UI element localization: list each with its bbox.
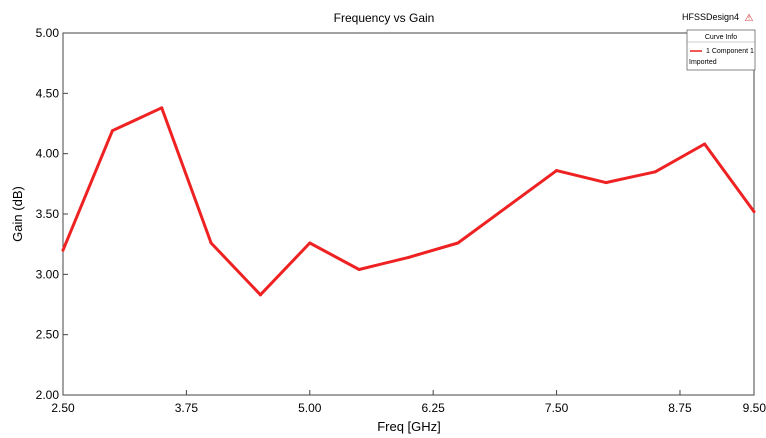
legend-header: Curve Info xyxy=(705,34,737,41)
series-layer xyxy=(61,106,756,297)
plot-area xyxy=(62,32,755,396)
data-point xyxy=(160,106,164,110)
data-point xyxy=(703,142,707,146)
legend[interactable]: Curve Info 1 Component 1 Imported xyxy=(686,29,756,71)
data-point xyxy=(752,210,756,214)
x-tick-label: 9.50 xyxy=(743,401,766,415)
data-point xyxy=(407,255,410,259)
data-point xyxy=(604,181,608,185)
y-tick-label: 3.50 xyxy=(36,207,60,221)
y-axis-title: Gain (dB) xyxy=(10,186,25,242)
hfss-logo-icon: ⚠ xyxy=(745,13,754,24)
y-tick-label: 4.00 xyxy=(36,147,60,161)
x-tick-label: 7.50 xyxy=(545,401,569,415)
chart-title: Frequency vs Gain xyxy=(334,11,435,25)
x-axis-ticks: 2.50 3.75 5.00 6.25 7.50 8.75 9.50 xyxy=(51,390,766,415)
data-point xyxy=(555,169,559,173)
y-tick-label: 4.50 xyxy=(36,86,60,100)
data-point xyxy=(653,170,657,174)
x-tick-label: 2.50 xyxy=(51,401,75,415)
design-name-label: HFSSDesign4 xyxy=(682,12,739,22)
x-tick-label: 5.00 xyxy=(298,401,322,415)
y-tick-label: 2.50 xyxy=(36,328,60,342)
y-tick-label: 3.00 xyxy=(36,267,60,281)
x-axis-title: Freq [GHz] xyxy=(377,419,441,434)
legend-box xyxy=(686,29,756,71)
legend-entry: 1 Component 1 xyxy=(706,48,754,55)
x-tick-label: 8.75 xyxy=(668,401,692,415)
data-point xyxy=(258,293,262,297)
data-point xyxy=(110,129,114,133)
y-tick-label: 2.00 xyxy=(36,388,60,402)
data-point xyxy=(456,241,460,245)
data-point xyxy=(61,248,65,252)
series-line-gain xyxy=(61,106,756,297)
data-point xyxy=(505,205,509,209)
x-tick-label: 6.25 xyxy=(421,401,445,415)
x-tick-label: 3.75 xyxy=(175,401,199,415)
data-point xyxy=(308,241,312,245)
data-point xyxy=(357,268,361,272)
legend-subtext: Imported xyxy=(689,59,717,66)
data-point xyxy=(209,241,213,245)
y-tick-label: 5.00 xyxy=(36,26,60,40)
y-axis-ticks: 2.00 2.50 3.00 3.50 4.00 4.50 5.00 xyxy=(36,26,68,402)
